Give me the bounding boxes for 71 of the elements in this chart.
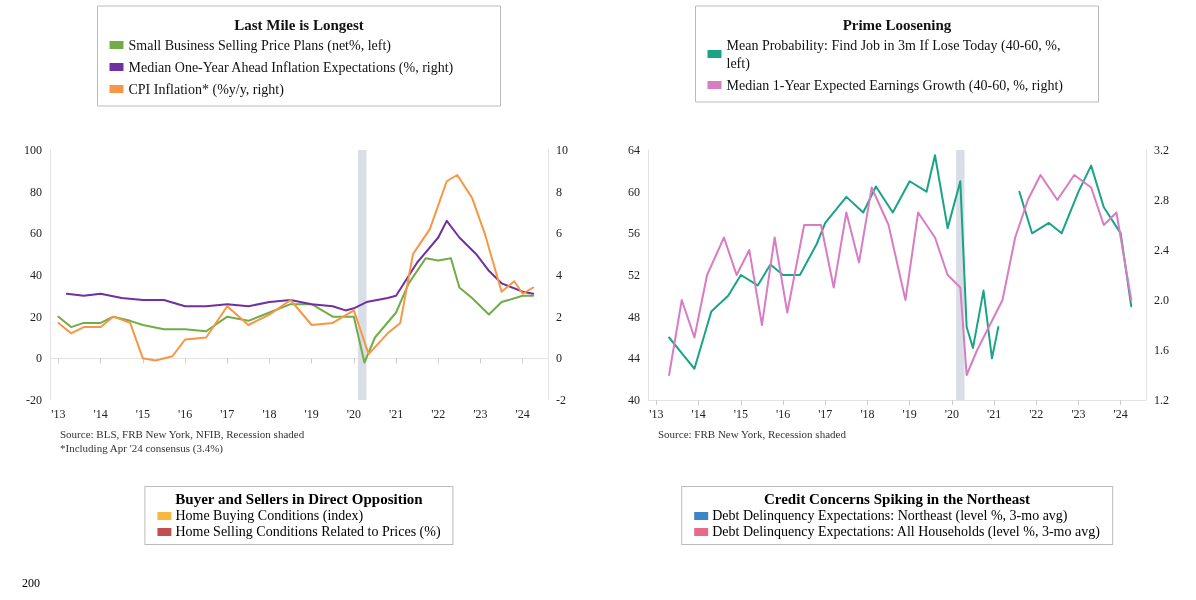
y-tick-label: 40	[30, 268, 42, 282]
x-tick-label: '24	[1113, 407, 1128, 421]
text: *Including Apr '24 consensus (3.4%)	[60, 441, 224, 455]
x-tick-label: '15	[135, 407, 150, 421]
y-tick-label: 80	[30, 184, 42, 199]
source-note: Source: BLS, FRB New York, NFIB, Recession shaded	[60, 427, 305, 440]
legend-label: Home Buying Conditions (index)	[175, 508, 364, 524]
y2-tick-label: 8	[556, 184, 562, 199]
y2-tick-label: 10	[556, 143, 568, 157]
x-tick-label: '23	[473, 407, 488, 421]
y2-tick-label: 3.2	[1154, 143, 1169, 157]
legend-label: Debt Delinquency Expectations: All Households (level %, 3-mo avg)	[712, 524, 1100, 540]
y-tick-label: 0	[36, 351, 42, 366]
x-tick-label: '16	[177, 407, 193, 421]
x-tick-label: '17	[818, 407, 833, 421]
x-tick-label: '21	[986, 407, 1002, 421]
legend-label: Median One-Year Ahead Inflation Expectations (%, right)	[128, 59, 454, 76]
x-tick-label: '21	[388, 407, 404, 421]
y-tick-label: 20	[30, 309, 42, 324]
legend-label: Small Business Selling Price Plans (net%, left)	[128, 37, 392, 54]
y-tick-label: 48	[628, 309, 640, 324]
y2-tick-label: 1.6	[1154, 343, 1169, 357]
x-tick-label: '19	[902, 407, 917, 421]
legend-label: CPI Inflation* (%y/y, right)	[128, 81, 285, 98]
x-tick-label: '19	[304, 407, 319, 421]
y2-tick-label: -2	[556, 393, 566, 407]
text: 200	[22, 576, 40, 591]
x-tick-label: '20	[944, 407, 959, 421]
legend-label: Median 1-Year Expected Earnings Growth (40-60, %, right)	[726, 77, 1064, 94]
x-tick-label: '16	[775, 407, 791, 421]
x-tick-label: '24	[515, 407, 530, 421]
x-tick-label: '14	[691, 407, 706, 421]
legend-label: Home Selling Conditions Related to Prices (%)	[175, 524, 441, 540]
source-note: Source: FRB New York, Recession shaded	[658, 427, 847, 440]
chart-title: Last Mile is Longest	[234, 16, 364, 33]
line-series	[57, 257, 535, 364]
line-series	[65, 219, 535, 312]
y-tick-label: 100	[24, 143, 42, 157]
y2-tick-label: 4	[556, 268, 562, 282]
x-tick-label: '13	[649, 407, 664, 421]
legend-label: Debt Delinquency Expectations: Northeast (level %, 3-mo avg)	[712, 508, 1068, 524]
x-tick-label: '22	[1029, 407, 1044, 421]
y-tick-label: 52	[628, 268, 640, 282]
chart-title: Prime Loosening	[842, 16, 952, 33]
y2-tick-label: 2.8	[1154, 193, 1169, 207]
y-tick-label: 60	[30, 226, 42, 241]
y-tick-label: 40	[628, 393, 640, 407]
line-series	[57, 174, 535, 362]
legend-label: Mean Probability: Find Job in 3m If Lose Today (40-60, %, left)	[726, 37, 1064, 72]
x-tick-label: '13	[51, 407, 66, 421]
y2-tick-label: 6	[556, 226, 562, 241]
y2-tick-label: 0	[556, 351, 562, 366]
x-tick-label: '17	[220, 407, 235, 421]
y-tick-label: 56	[628, 226, 640, 241]
text: Credit Concerns Spiking in the Northeast	[763, 491, 1031, 508]
y2-tick-label: 2.0	[1154, 293, 1169, 307]
y-tick-label: -20	[26, 393, 42, 407]
x-tick-label: '18	[860, 407, 875, 421]
x-tick-label: '22	[431, 407, 446, 421]
x-tick-label: '18	[262, 407, 277, 421]
x-tick-label: '23	[1071, 407, 1086, 421]
text: Buyer and Sellers in Direct Opposition	[174, 491, 424, 508]
x-tick-label: '15	[733, 407, 748, 421]
y-tick-label: 64	[628, 143, 640, 157]
y2-tick-label: 1.2	[1154, 393, 1169, 407]
y-tick-label: 44	[628, 351, 640, 366]
x-tick-label: '20	[346, 407, 361, 421]
x-tick-label: '14	[93, 407, 108, 421]
y2-tick-label: 2	[556, 309, 562, 324]
y2-tick-label: 2.4	[1154, 243, 1169, 257]
y-tick-label: 60	[628, 184, 640, 199]
